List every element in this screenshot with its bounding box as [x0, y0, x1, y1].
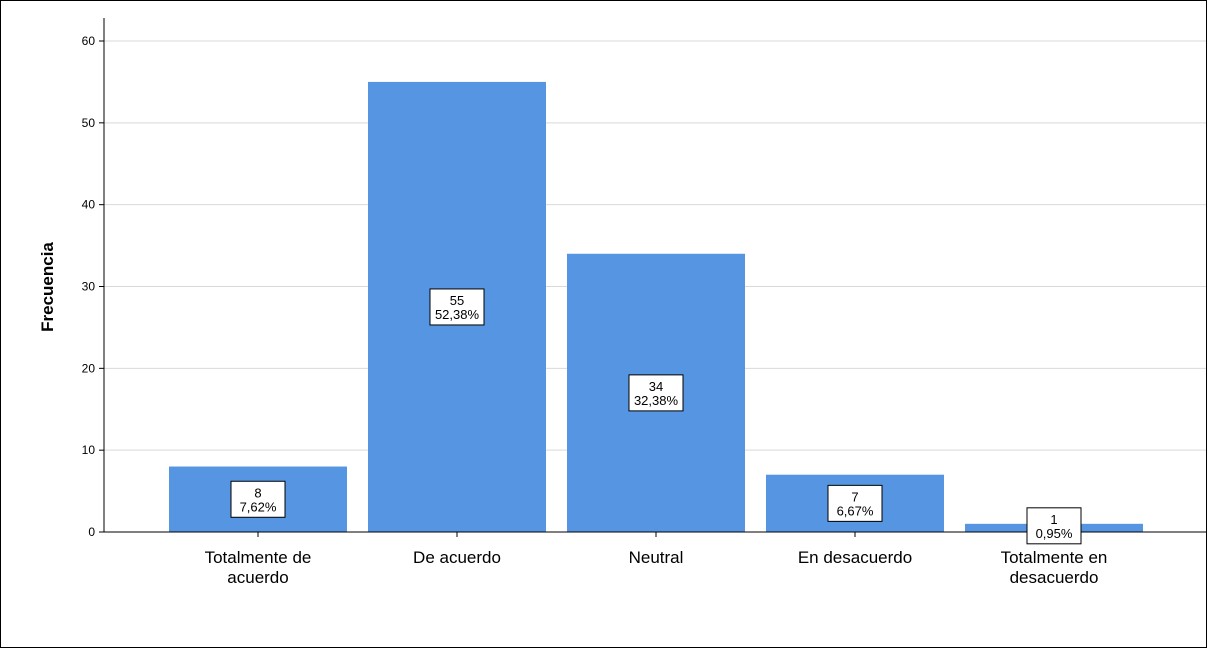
- y-tick-label: 60: [82, 34, 96, 48]
- x-tick-label: En desacuerdo: [798, 548, 912, 567]
- data-label-box: [827, 484, 883, 522]
- data-label-percent: 52,38%: [435, 307, 480, 322]
- x-tick-label: Totalmente de acuerdo: [205, 548, 312, 587]
- y-tick-label: 30: [82, 280, 96, 294]
- data-label-box: [1026, 507, 1082, 545]
- data-label-box: [429, 288, 485, 326]
- data-label-count: 7: [851, 489, 858, 504]
- bars: [169, 81, 1143, 533]
- data-label: 76,67%: [827, 484, 883, 522]
- x-tick-label: Totalmente en desacuerdo: [1001, 548, 1108, 587]
- y-tick-label: 50: [82, 116, 96, 130]
- data-label-count: 34: [649, 379, 663, 394]
- data-label-box: [230, 480, 286, 518]
- data-label-count: 1: [1050, 512, 1057, 527]
- x-tick-label: Neutral: [629, 548, 684, 567]
- data-label-count: 55: [450, 293, 464, 308]
- y-axis-title: Frecuencia: [38, 242, 57, 332]
- data-label-percent: 6,67%: [837, 503, 874, 518]
- data-label-percent: 7,62%: [240, 499, 277, 514]
- y-tick-label: 40: [82, 198, 96, 212]
- data-label-count: 8: [254, 485, 261, 500]
- data-label: 87,62%: [230, 480, 286, 518]
- y-tick-label: 20: [82, 361, 96, 375]
- data-label-percent: 32,38%: [634, 393, 679, 408]
- data-label: 10,95%: [1026, 507, 1082, 545]
- x-tick-label: De acuerdo: [413, 548, 501, 567]
- axes: 0 10 20 30 40 50 60 Totalmente de acuerdo De acue…: [82, 18, 1206, 587]
- y-tick-label: 0: [88, 525, 95, 539]
- data-label-box: [628, 374, 684, 412]
- data-label-percent: 0,95%: [1036, 526, 1073, 541]
- y-tick-label: 10: [82, 443, 96, 457]
